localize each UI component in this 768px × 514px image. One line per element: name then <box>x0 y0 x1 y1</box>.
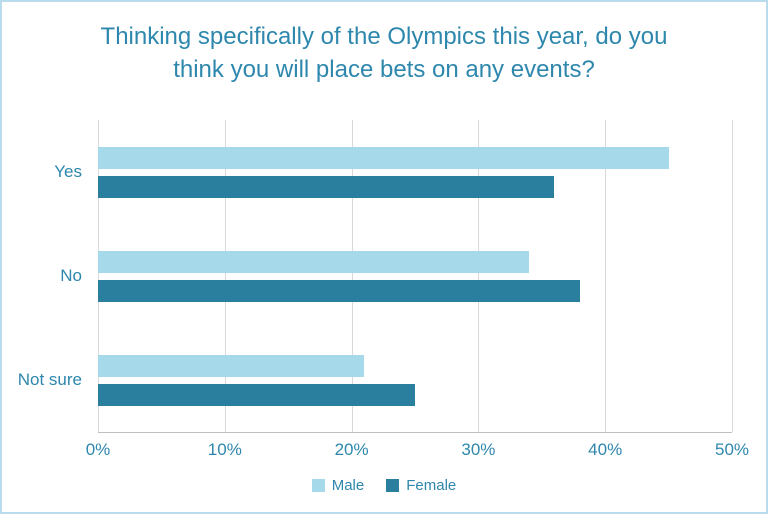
legend-swatch-male <box>311 479 325 492</box>
bar-chart: Yes No Not sure 0% 10% 20% 30% 40% 50% <box>2 120 766 459</box>
bar-female-no <box>98 279 580 302</box>
bar-male-not-sure <box>98 354 365 377</box>
bar-group-not-sure <box>98 328 732 432</box>
bar-male-no <box>98 250 530 273</box>
x-tick-label-30: 30% <box>461 440 496 459</box>
x-axis-tick-labels: 0% 10% 20% 30% 40% 50% <box>86 440 749 462</box>
legend-item-female: Female <box>386 477 456 494</box>
category-label-yes: Yes <box>54 162 82 181</box>
y-axis-category-labels: Yes No Not sure <box>2 120 90 432</box>
x-tick-label-10: 10% <box>207 440 242 459</box>
x-tick-label-0: 0% <box>85 440 111 459</box>
bar-male-yes <box>98 146 669 169</box>
chart-title: Thinking specifically of the Olympics th… <box>100 23 668 84</box>
gridline-30 <box>478 120 480 432</box>
bar-group-no <box>98 224 732 328</box>
legend-swatch-female <box>386 479 400 492</box>
legend-label-female: Female <box>406 477 457 494</box>
x-tick-label-50: 50% <box>714 440 750 459</box>
gridline-10 <box>224 120 226 432</box>
category-label-no: No <box>60 266 82 285</box>
gridline-20 <box>351 120 353 432</box>
gridline-40 <box>605 120 607 432</box>
x-tick-label-40: 40% <box>588 440 623 459</box>
legend-label-male: Male <box>331 477 365 494</box>
bar-female-not-sure <box>98 383 415 406</box>
plot-area <box>98 120 733 433</box>
legend: Male Female <box>2 477 766 494</box>
bar-group-yes <box>98 120 732 224</box>
x-tick-label-20: 20% <box>334 440 369 459</box>
category-label-not-sure: Not sure <box>17 370 82 389</box>
gridline-50 <box>732 120 733 432</box>
legend-item-male: Male <box>311 477 365 494</box>
gridline-0 <box>98 120 99 432</box>
bar-female-yes <box>98 175 555 198</box>
